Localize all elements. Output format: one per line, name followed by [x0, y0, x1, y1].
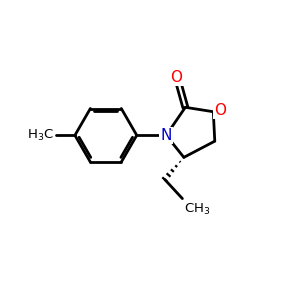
Text: O: O: [170, 70, 182, 85]
Text: O: O: [214, 103, 226, 118]
Text: N: N: [160, 128, 172, 143]
Text: CH$_3$: CH$_3$: [184, 202, 210, 217]
Text: H$_3$C: H$_3$C: [27, 128, 54, 143]
